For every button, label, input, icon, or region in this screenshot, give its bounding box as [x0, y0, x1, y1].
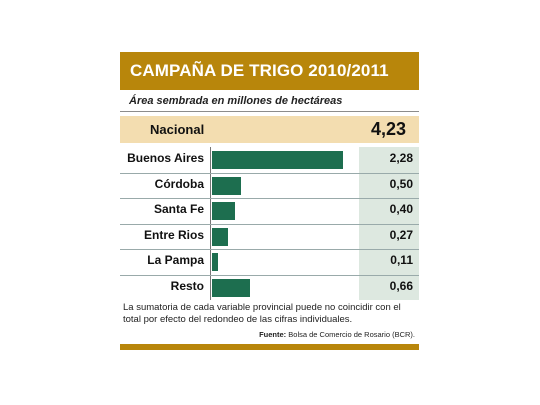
- bar-row: Córdoba 0,50: [120, 173, 419, 199]
- category-label: Santa Fe: [153, 202, 204, 216]
- category-label: Resto: [170, 278, 204, 293]
- source-text: Bolsa de Comercio de Rosario (BCR).: [288, 330, 415, 339]
- source-note: Fuente: Bolsa de Comercio de Rosario (BC…: [259, 330, 415, 339]
- divider: [120, 111, 419, 112]
- chart-card: CAMPAÑA DE TRIGO 2010/2011 Área sembrada…: [120, 52, 419, 350]
- chart-subtitle: Área sembrada en millones de hectáreas: [129, 95, 343, 107]
- chart-title: CAMPAÑA DE TRIGO 2010/2011: [120, 52, 419, 90]
- value-label: 0,27: [389, 227, 413, 242]
- bar: [212, 176, 241, 195]
- source-label: Fuente:: [259, 330, 287, 339]
- value-label: 0,66: [389, 278, 413, 293]
- bar: [212, 151, 344, 169]
- bar: [212, 253, 219, 271]
- national-label: Nacional: [150, 122, 205, 137]
- row-divider: [120, 249, 419, 250]
- bar: [212, 202, 235, 220]
- bar-row: Resto 0,66: [120, 275, 419, 301]
- bar: [212, 278, 250, 297]
- value-label: 0,50: [389, 176, 413, 191]
- bottom-band: [120, 344, 419, 350]
- value-label: 2,28: [389, 151, 413, 165]
- national-total-row: Nacional 4,23: [120, 116, 419, 143]
- bar-row: Entre Rios 0,27: [120, 224, 419, 250]
- value-label: 0,40: [389, 202, 413, 216]
- category-label: Entre Rios: [143, 227, 204, 242]
- bar-row: Buenos Aires 2,28: [120, 147, 419, 173]
- category-label: La Pampa: [147, 253, 204, 267]
- row-divider: [120, 223, 419, 225]
- value-label: 0,11: [390, 253, 413, 267]
- bar-row: La Pampa 0,11: [120, 249, 419, 275]
- bar: [212, 227, 228, 246]
- category-label: Córdoba: [154, 176, 204, 191]
- bar-row: Santa Fe 0,40: [120, 198, 419, 224]
- footnote: La sumatoria de cada variable provincial…: [123, 302, 401, 325]
- row-divider: [120, 198, 419, 199]
- row-divider: [120, 274, 419, 276]
- category-label: Buenos Aires: [127, 151, 204, 165]
- national-value: 4,23: [370, 119, 406, 139]
- row-divider: [120, 172, 419, 174]
